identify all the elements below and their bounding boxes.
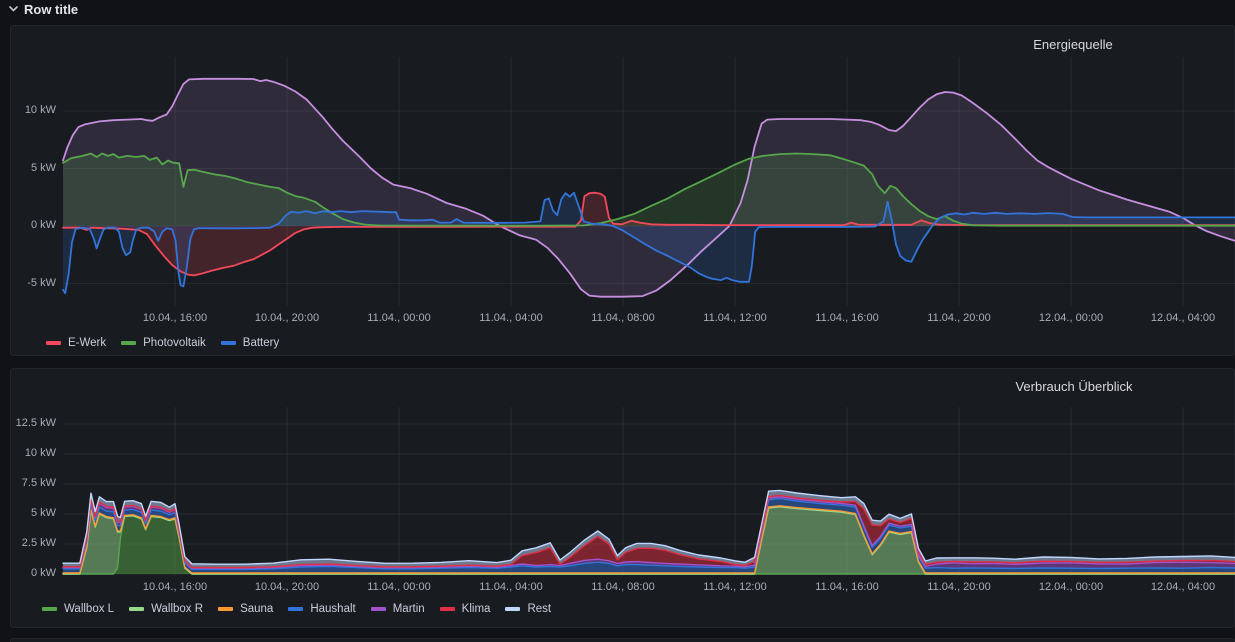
legend-label: Klima — [462, 603, 491, 615]
row-title: Row title — [24, 2, 78, 17]
energiequelle-y-tick-label: 5 kW — [6, 162, 56, 174]
verbrauch-legend: Wallbox L Wallbox R Sauna Haushalt Martin Kli… — [42, 601, 566, 617]
legend-swatch — [42, 607, 57, 611]
energiequelle-legend-item-e-werk[interactable]: E-Werk — [46, 337, 106, 349]
energiequelle-x-tick-label: 10.04., 20:00 — [237, 312, 337, 324]
legend-swatch — [288, 607, 303, 611]
verbrauch-x-tick-label: 11.04., 04:00 — [461, 581, 561, 593]
legend-label: Photovoltaik — [143, 337, 206, 349]
legend-label: Rest — [527, 603, 551, 615]
energiequelle-x-tick-label: 11.04., 00:00 — [349, 312, 449, 324]
verbrauch-x-tick-label: 11.04., 12:00 — [685, 581, 785, 593]
legend-swatch — [505, 607, 520, 611]
energiequelle-chart — [63, 57, 1235, 306]
verbrauch-y-tick-label: 7.5 kW — [6, 477, 56, 489]
panel-title-verbrauch[interactable]: Verbrauch Überblick — [1015, 379, 1132, 394]
energiequelle-x-tick-label: 11.04., 16:00 — [797, 312, 897, 324]
legend-swatch — [121, 341, 136, 345]
panel-title-energiequelle[interactable]: Energiequelle — [1033, 37, 1113, 52]
legend-label: Martin — [393, 603, 425, 615]
energiequelle-legend: E-Werk Photovoltaik Battery — [46, 335, 294, 351]
legend-swatch — [129, 607, 144, 611]
legend-swatch — [46, 341, 61, 345]
verbrauch-x-tick-label: 10.04., 16:00 — [125, 581, 225, 593]
legend-label: Wallbox R — [151, 603, 203, 615]
energiequelle-x-tick-label: 11.04., 04:00 — [461, 312, 561, 324]
legend-label: Wallbox L — [64, 603, 114, 615]
verbrauch-y-tick-label: 12.5 kW — [6, 417, 56, 429]
legend-swatch — [440, 607, 455, 611]
energiequelle-y-tick-label: 0 kW — [6, 219, 56, 231]
row-header[interactable]: Row title — [8, 0, 78, 18]
verbrauch-x-tick-label: 11.04., 16:00 — [797, 581, 897, 593]
legend-label: Battery — [243, 337, 279, 349]
verbrauch-chart — [63, 407, 1235, 576]
verbrauch-legend-item-haushalt[interactable]: Haushalt — [288, 603, 355, 615]
verbrauch-x-tick-label: 12.04., 00:00 — [1021, 581, 1121, 593]
verbrauch-x-tick-label: 12.04., 04:00 — [1133, 581, 1233, 593]
verbrauch-legend-item-rest[interactable]: Rest — [505, 603, 551, 615]
verbrauch-x-tick-label: 11.04., 00:00 — [349, 581, 449, 593]
verbrauch-x-tick-label: 11.04., 08:00 — [573, 581, 673, 593]
legend-swatch — [221, 341, 236, 345]
verbrauch-y-tick-label: 2.5 kW — [6, 537, 56, 549]
verbrauch-legend-item-sauna[interactable]: Sauna — [218, 603, 273, 615]
energiequelle-x-tick-label: 11.04., 08:00 — [573, 312, 673, 324]
energiequelle-x-tick-label: 12.04., 00:00 — [1021, 312, 1121, 324]
legend-label: E-Werk — [68, 337, 106, 349]
grafana-dashboard: Row title Energiequelle E-Werk Photovolta… — [0, 0, 1235, 642]
energiequelle-legend-item-battery[interactable]: Battery — [221, 337, 279, 349]
verbrauch-y-tick-label: 0 kW — [6, 567, 56, 579]
energiequelle-y-tick-label: -5 kW — [6, 277, 56, 289]
energiequelle-x-tick-label: 12.04., 04:00 — [1133, 312, 1233, 324]
verbrauch-y-tick-label: 10 kW — [6, 447, 56, 459]
energiequelle-legend-item-photovoltaik[interactable]: Photovoltaik — [121, 337, 206, 349]
legend-swatch — [371, 607, 386, 611]
verbrauch-legend-item-wallbox-r[interactable]: Wallbox R — [129, 603, 203, 615]
energiequelle-x-tick-label: 10.04., 16:00 — [125, 312, 225, 324]
energiequelle-x-tick-label: 11.04., 12:00 — [685, 312, 785, 324]
energiequelle-y-tick-label: 10 kW — [6, 104, 56, 116]
energiequelle-x-tick-label: 11.04., 20:00 — [909, 312, 1009, 324]
legend-label: Sauna — [240, 603, 273, 615]
verbrauch-legend-item-martin[interactable]: Martin — [371, 603, 425, 615]
verbrauch-legend-item-wallbox-l[interactable]: Wallbox L — [42, 603, 114, 615]
verbrauch-legend-item-klima[interactable]: Klima — [440, 603, 491, 615]
panel-next-partial — [10, 638, 1235, 642]
verbrauch-x-tick-label: 10.04., 20:00 — [237, 581, 337, 593]
legend-label: Haushalt — [310, 603, 355, 615]
legend-swatch — [218, 607, 233, 611]
verbrauch-y-tick-label: 5 kW — [6, 507, 56, 519]
verbrauch-x-tick-label: 11.04., 20:00 — [909, 581, 1009, 593]
chevron-down-icon — [8, 4, 18, 14]
